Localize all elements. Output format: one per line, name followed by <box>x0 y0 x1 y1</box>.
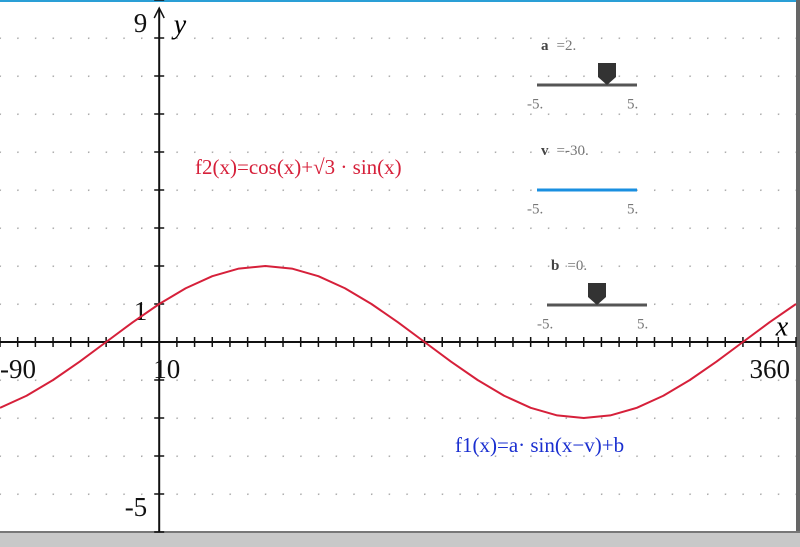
slider-equals: = <box>557 38 565 54</box>
top-border <box>0 0 800 2</box>
slider-value: 2. <box>565 38 576 54</box>
slider-value: 0. <box>576 258 587 274</box>
slider-equals: = <box>557 143 565 159</box>
function-label: f2(x)=cos(x)+√3 · sin(x) <box>195 155 402 179</box>
slider-thumb[interactable] <box>598 63 616 85</box>
slider-equals: = <box>567 258 575 274</box>
slider-max: 5. <box>627 96 638 112</box>
y-axis-label: y <box>171 9 187 40</box>
slider-label: b =0. <box>551 258 587 274</box>
slider-min: -5. <box>537 316 553 332</box>
x-tick-label: 10 <box>153 354 180 384</box>
curve <box>0 265 797 419</box>
x-axis-label: x <box>775 311 789 342</box>
y-tick-label: -5 <box>125 492 148 522</box>
slider-min: -5. <box>527 96 543 112</box>
slider-value: -30. <box>565 143 589 159</box>
slider-min: -5. <box>527 201 543 217</box>
x-tick-label: -90 <box>0 354 36 384</box>
right-border <box>796 0 800 547</box>
slider-label: a =2. <box>541 38 576 54</box>
function-label: f1(x)=a· sin(x−v)+b <box>455 433 624 457</box>
slider-name: v <box>541 143 549 159</box>
y-tick-label: 1 <box>134 296 148 326</box>
slider-thumb[interactable] <box>588 283 606 305</box>
x-tick-label: 360 <box>750 354 791 384</box>
slider-name: a <box>541 38 549 54</box>
slider-max: 5. <box>627 201 638 217</box>
slider-max: 5. <box>637 316 648 332</box>
dot-grid <box>0 2 796 532</box>
y-axis-arrow <box>153 6 165 19</box>
y-tick-label: 9 <box>134 8 148 38</box>
slider-name: b <box>551 258 559 274</box>
slider-label: v =-30. <box>541 143 589 159</box>
status-bar <box>0 532 800 547</box>
